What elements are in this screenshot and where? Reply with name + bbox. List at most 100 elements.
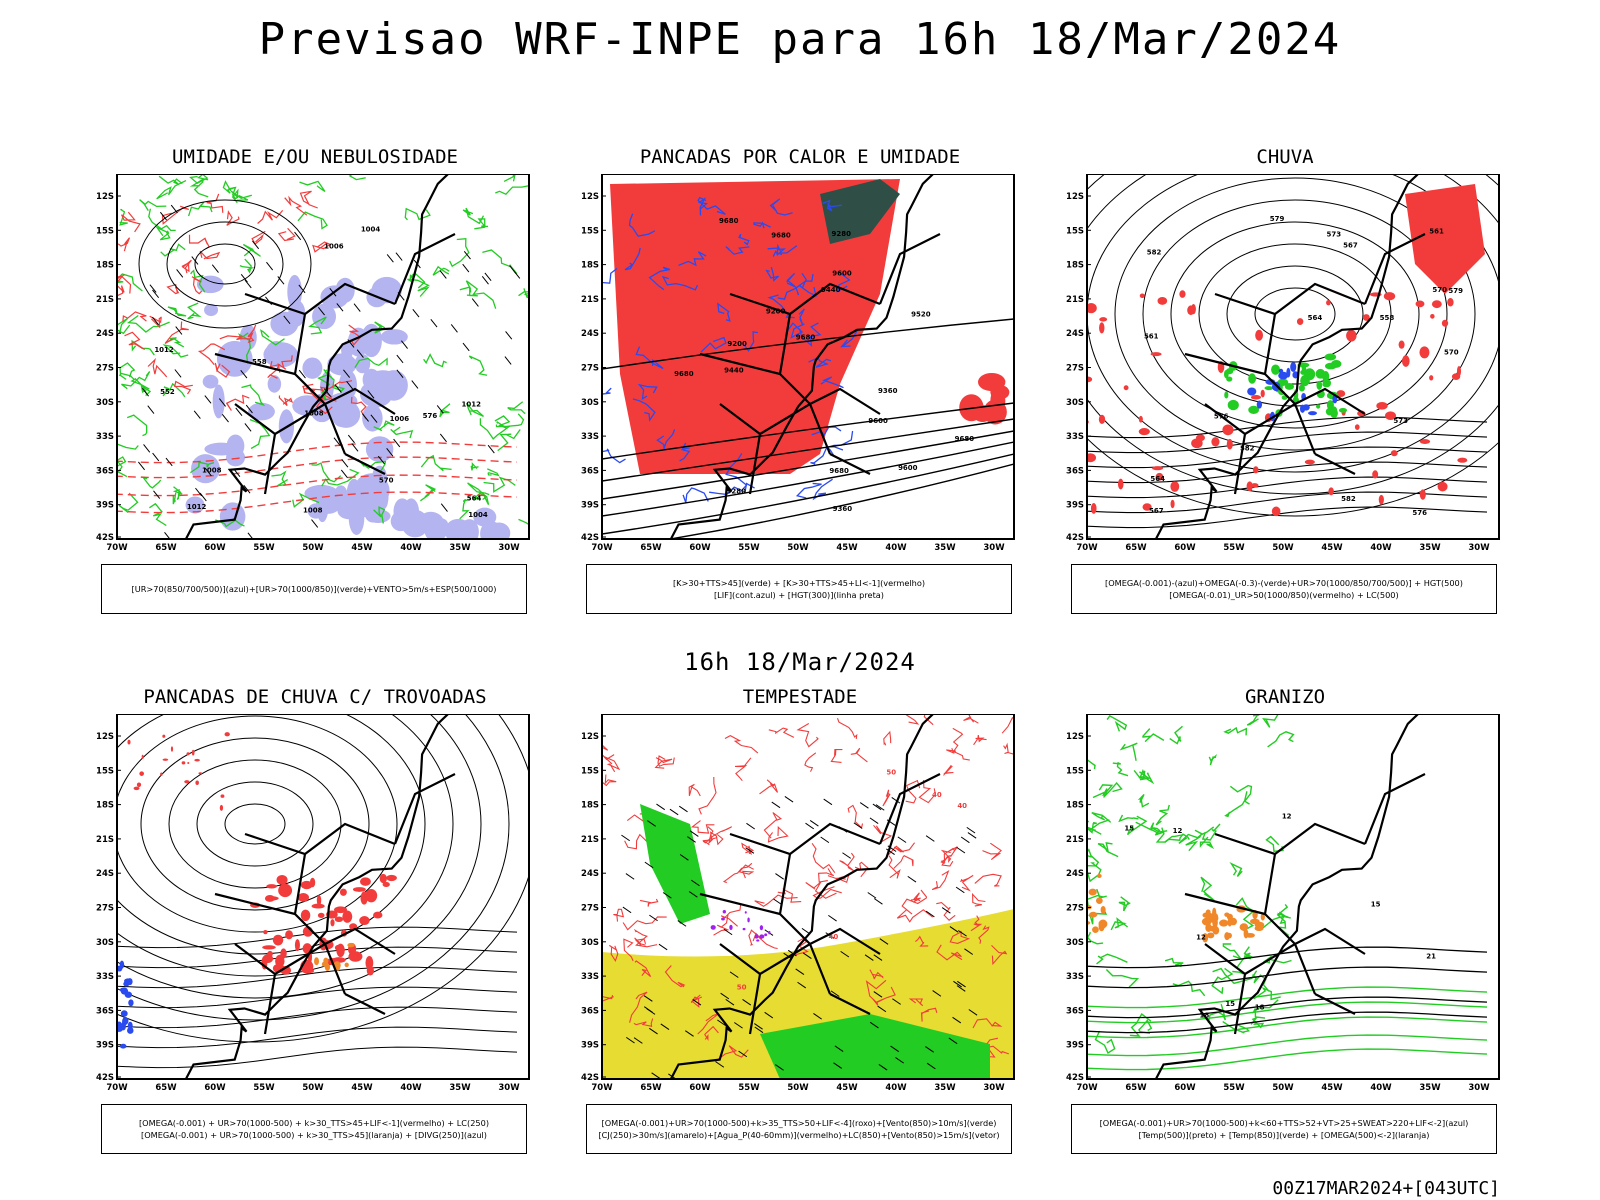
humidity-lower xyxy=(354,357,388,369)
storm-area xyxy=(330,919,335,927)
humidity-upper xyxy=(348,500,365,535)
temp-850-contour xyxy=(1224,791,1248,818)
contour-label: 558 xyxy=(252,358,267,366)
precipitable-water-contour xyxy=(827,874,850,884)
wind-vector xyxy=(949,926,959,933)
wind-vector xyxy=(834,1045,844,1052)
humidity-lower xyxy=(155,225,171,241)
contour-label: 1008 xyxy=(202,466,222,474)
wind-vector xyxy=(317,306,325,316)
lifted-index-contour xyxy=(769,198,793,216)
rain-blue xyxy=(1290,362,1297,372)
rain-area xyxy=(1376,401,1388,410)
lifted-index-contour xyxy=(661,275,699,291)
storm-area xyxy=(365,888,378,903)
rain-green xyxy=(1284,383,1295,390)
lat-tick-label: 24S xyxy=(581,329,599,339)
contour-label: 570 xyxy=(1444,349,1459,357)
humidity-lower xyxy=(474,218,488,230)
temp-850-contour xyxy=(1200,876,1215,902)
contour-label: 567 xyxy=(1149,507,1164,515)
country-border xyxy=(324,387,396,415)
omega-area xyxy=(1239,923,1249,931)
contour-label: 1008 xyxy=(304,410,324,418)
humidity-upper xyxy=(444,518,472,539)
omega-area xyxy=(1210,912,1219,921)
precipitable-water-contour xyxy=(972,892,986,907)
humidity-upper xyxy=(379,370,408,401)
temp-850-contour xyxy=(1243,946,1254,960)
humidity-lower xyxy=(140,383,152,397)
lat-tick-label: 12S xyxy=(96,192,114,202)
rain-area xyxy=(1354,424,1360,430)
rain-blue xyxy=(1286,367,1291,378)
precipitable-water-contour xyxy=(1003,742,1014,755)
contour-label: 9680 xyxy=(674,370,694,378)
rain-area xyxy=(1211,437,1220,447)
omega-area xyxy=(1087,920,1091,925)
lat-tick-label: 30S xyxy=(96,398,114,408)
thickness-contour xyxy=(312,393,333,415)
wind-vector xyxy=(797,981,807,989)
lon-tick-label: 70W xyxy=(591,543,613,553)
wind-vector xyxy=(805,822,815,830)
wind-vector xyxy=(400,340,408,349)
wind-vector xyxy=(795,968,805,975)
lat-tick-label: 39S xyxy=(96,1041,114,1051)
thickness-contour xyxy=(117,456,518,479)
rain-area xyxy=(1431,300,1442,309)
wind-vector xyxy=(221,413,229,423)
storm-area xyxy=(187,761,190,765)
rain-green xyxy=(1227,399,1239,411)
thickness-contour xyxy=(181,259,192,274)
humidity-upper xyxy=(302,357,323,379)
wind-vector xyxy=(484,272,492,282)
hgt500-contour xyxy=(1087,476,1488,499)
precipitable-water-contour xyxy=(896,909,934,923)
country-border xyxy=(878,773,941,845)
storm-purple xyxy=(759,925,764,931)
wind-vector xyxy=(336,303,344,312)
hgt500-contour xyxy=(1087,416,1488,439)
wind-vector xyxy=(450,324,458,333)
humidity-lower xyxy=(141,476,162,489)
wind-vector xyxy=(784,795,794,803)
wind-vector xyxy=(738,1050,748,1058)
rain-green xyxy=(1277,378,1289,386)
wind-vector xyxy=(948,1037,958,1045)
lon-tick-label: 60W xyxy=(689,1083,711,1093)
lat-tick-label: 39S xyxy=(96,501,114,511)
wind-vector xyxy=(687,836,696,843)
country-border xyxy=(1244,402,1317,455)
country-border xyxy=(234,403,277,495)
rain-green xyxy=(1248,405,1260,414)
precipitable-water-contour xyxy=(936,944,963,961)
rain-area xyxy=(1419,489,1426,500)
storm-area xyxy=(342,910,353,923)
storm-area xyxy=(352,887,366,892)
country-border xyxy=(324,927,396,955)
country-border xyxy=(809,927,881,955)
wind-vector xyxy=(298,369,306,379)
humidity-lower xyxy=(479,418,511,440)
thickness-contour xyxy=(257,210,284,224)
precipitable-water-contour xyxy=(893,855,914,869)
streamline xyxy=(117,715,398,933)
lon-tick-label: 65W xyxy=(1125,543,1147,553)
contour-label: 50 xyxy=(886,769,896,777)
lat-tick-label: 27S xyxy=(96,364,114,374)
lat-tick-label: 42S xyxy=(96,533,114,543)
contour-label: 9680 xyxy=(771,232,791,240)
temp-850-contour xyxy=(1087,1048,1488,1071)
country-border xyxy=(719,943,762,1035)
wind-vector xyxy=(621,834,630,842)
wind-vector xyxy=(152,289,160,299)
legend-line: [K>30+TTS>45](verde) + [K>30+TTS>45+LI<-… xyxy=(672,578,926,588)
legend-line: [Temp(500)](preto) + [Temp(850)](verde) … xyxy=(1138,1130,1430,1140)
humidity-lower xyxy=(462,207,485,225)
wind-vector xyxy=(956,985,966,992)
rain-green xyxy=(1338,407,1348,413)
precipitable-water-contour xyxy=(908,998,924,1007)
storm-area xyxy=(139,771,144,776)
divergence-area xyxy=(122,1016,129,1025)
